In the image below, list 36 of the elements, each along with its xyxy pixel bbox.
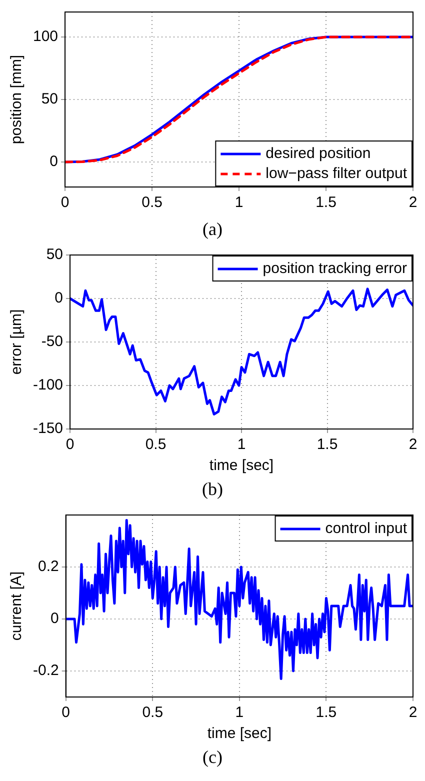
x-tick-label: 0.5 xyxy=(145,436,166,454)
x-tick-label: 1 xyxy=(235,704,244,722)
y-axis-title: error [µm] xyxy=(8,309,26,375)
text: (b) xyxy=(201,478,224,501)
text: (a) xyxy=(202,218,224,241)
legend-label: low−pass filter output xyxy=(266,165,408,182)
x-tick-label: 0 xyxy=(66,436,74,454)
y-tick-label: 0 xyxy=(50,610,59,628)
x-tick-label: 1 xyxy=(237,436,246,454)
x-tick-label: 1.5 xyxy=(316,436,338,454)
x-tick-label: 2 xyxy=(408,436,418,454)
legend-label: position tracking error xyxy=(262,260,408,278)
y-tick-label: 0 xyxy=(54,290,64,307)
y-tick-label: 50 xyxy=(46,246,64,264)
y-tick-label: -0.2 xyxy=(32,662,59,680)
y-tick-label: -50 xyxy=(41,333,64,350)
x-tick-label: 0.5 xyxy=(142,194,162,212)
x-axis-title: time [sec] xyxy=(209,457,274,474)
y-tick-label: 0.2 xyxy=(38,558,59,576)
legend-label: control input xyxy=(325,520,408,538)
x-tick-label: 1.5 xyxy=(316,194,336,212)
x-tick-label: 2 xyxy=(408,194,418,212)
legend-label: desired position xyxy=(266,145,371,162)
x-tick-label: 1.5 xyxy=(316,704,337,722)
y-tick-label: -100 xyxy=(32,376,64,394)
x-tick-label: 1 xyxy=(234,194,244,212)
y-tick-label: 50 xyxy=(41,90,58,108)
x-tick-label: 0.5 xyxy=(142,704,164,722)
y-axis-title: current [A] xyxy=(8,571,26,641)
text: (c) xyxy=(202,746,224,769)
x-tick-label: 2 xyxy=(408,704,418,722)
y-tick-label: -150 xyxy=(32,420,64,438)
y-tick-label: 100 xyxy=(32,28,58,46)
y-axis-title: position [mm] xyxy=(8,54,26,144)
y-tick-label: 0 xyxy=(50,153,58,170)
x-axis-title: time [sec] xyxy=(207,725,272,742)
